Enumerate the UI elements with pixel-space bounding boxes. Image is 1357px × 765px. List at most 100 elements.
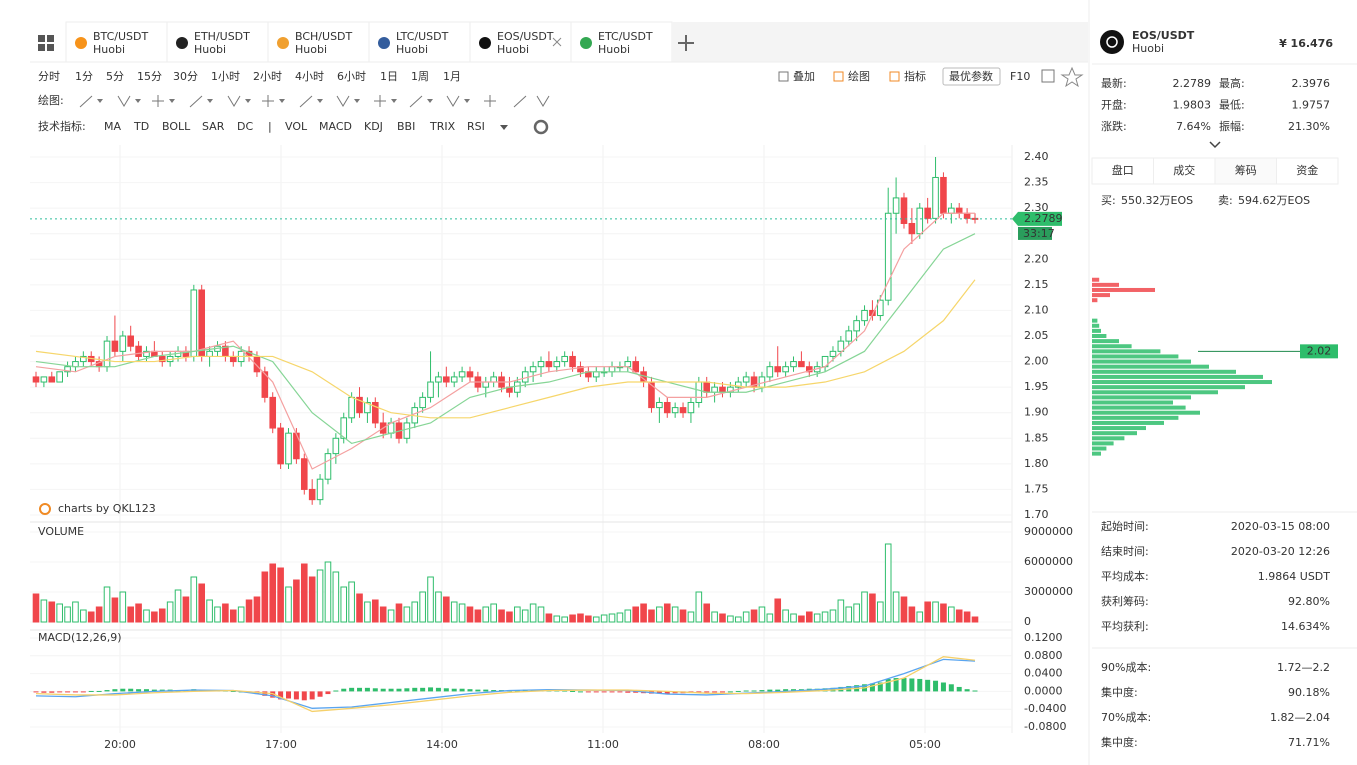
tab-symbol[interactable]: LTC/USDT xyxy=(396,30,449,43)
menu-icon[interactable] xyxy=(38,44,45,51)
chip-bar xyxy=(1092,287,1155,292)
macd-histogram-bar xyxy=(293,691,299,700)
dropdown-caret[interactable] xyxy=(135,99,141,103)
interval-button[interactable]: 1分 xyxy=(75,70,93,83)
interval-button[interactable]: 1日 xyxy=(380,70,398,83)
indicator-button[interactable]: SAR xyxy=(202,120,225,133)
indicator-label: 技术指标: xyxy=(38,119,86,133)
param-box[interactable] xyxy=(942,67,1001,86)
draw-tool[interactable] xyxy=(513,95,527,108)
indicator-button[interactable]: TRIX xyxy=(429,120,456,133)
fullscreen-icon[interactable] xyxy=(1041,69,1055,83)
macd-histogram-bar xyxy=(380,688,386,692)
dropdown-caret[interactable] xyxy=(97,99,103,103)
x-tick-label: 17:00 xyxy=(265,738,297,751)
dropdown-caret[interactable] xyxy=(354,99,360,103)
draw-tool[interactable] xyxy=(117,95,131,107)
dropdown-caret[interactable] xyxy=(245,99,251,103)
indicator-button[interactable]: DC xyxy=(237,120,253,133)
toolbar-button[interactable]: 指标 xyxy=(904,69,926,83)
panel-tab[interactable] xyxy=(1153,157,1216,185)
menu-icon[interactable] xyxy=(47,35,54,42)
panel-tab-label[interactable]: 资金 xyxy=(1296,163,1318,177)
candle-body xyxy=(261,371,269,398)
toolbar-button[interactable]: 叠加 xyxy=(793,70,815,83)
draw-tool[interactable] xyxy=(79,95,93,108)
interval-button[interactable]: 1月 xyxy=(443,70,461,83)
info-label: 结束时间: xyxy=(1101,545,1149,558)
dropdown-caret[interactable] xyxy=(279,99,285,103)
panel-tab-label[interactable]: 筹码 xyxy=(1235,163,1257,177)
tab-symbol[interactable]: ETC/USDT xyxy=(598,30,653,43)
draw-tool[interactable] xyxy=(262,95,274,107)
stat-value: 2.2789 xyxy=(1173,77,1212,90)
dropdown-caret[interactable] xyxy=(427,99,433,103)
volume-bar xyxy=(561,616,568,623)
indicator-button[interactable]: BOLL xyxy=(162,120,191,133)
indicator-button[interactable]: VOL xyxy=(285,120,308,133)
y-tick-label: -0.0800 xyxy=(1024,720,1066,733)
indicator-more[interactable] xyxy=(500,125,508,130)
tab-symbol[interactable]: BTC/USDT xyxy=(93,30,149,43)
menu-icon[interactable] xyxy=(47,44,54,51)
dropdown-caret[interactable] xyxy=(207,99,213,103)
dropdown-caret[interactable] xyxy=(464,99,470,103)
macd-histogram-bar xyxy=(933,680,939,692)
interval-button[interactable]: 1周 xyxy=(411,70,429,83)
toolbar-button[interactable]: F10 xyxy=(1010,70,1030,83)
dropdown-caret[interactable] xyxy=(391,99,397,103)
dropdown-caret[interactable] xyxy=(317,99,323,103)
macd-histogram-bar xyxy=(633,691,639,693)
interval-button[interactable]: 4小时 xyxy=(295,70,324,83)
draw-tool[interactable] xyxy=(189,95,203,108)
panel-tab[interactable] xyxy=(1091,157,1154,185)
toolbar-button[interactable]: 绘图 xyxy=(848,69,870,83)
indicator-button[interactable]: TD xyxy=(133,120,149,133)
tab-exchange: Huobi xyxy=(598,43,630,56)
draw-tool[interactable] xyxy=(152,95,164,107)
interval-button[interactable]: 分时 xyxy=(38,70,60,83)
interval-button[interactable]: 15分 xyxy=(137,70,162,83)
candle-body xyxy=(190,289,198,357)
indicator-button[interactable]: MACD xyxy=(319,120,352,133)
interval-button[interactable]: 2小时 xyxy=(253,70,282,83)
star-icon[interactable] xyxy=(1060,66,1084,88)
panel-tab-label[interactable]: 盘口 xyxy=(1112,163,1134,177)
tab-symbol[interactable]: ETH/USDT xyxy=(194,30,250,43)
indicator-button[interactable]: MA xyxy=(104,120,121,133)
panel-tab[interactable] xyxy=(1276,157,1339,185)
cost-value: 71.71% xyxy=(1288,736,1330,749)
indicator-button[interactable]: RSI xyxy=(467,120,485,133)
draw-tool[interactable] xyxy=(446,95,460,107)
macd-histogram-bar xyxy=(325,691,331,695)
indicator-button[interactable]: KDJ xyxy=(364,120,383,133)
stat-value: 2.3976 xyxy=(1292,77,1331,90)
draw-tool[interactable] xyxy=(374,95,386,107)
draw-tool[interactable] xyxy=(227,95,241,107)
volume-bar xyxy=(569,614,576,623)
draw-tool[interactable] xyxy=(409,95,423,108)
panel-tab[interactable] xyxy=(1214,157,1277,185)
draw-tool[interactable] xyxy=(536,95,550,107)
settings-icon[interactable] xyxy=(533,119,549,135)
interval-button[interactable]: 6小时 xyxy=(337,70,366,83)
dropdown-caret[interactable] xyxy=(169,99,175,103)
panel-tab-label[interactable]: 成交 xyxy=(1173,163,1195,177)
interval-button[interactable]: 30分 xyxy=(173,70,198,83)
draw-tool[interactable] xyxy=(299,95,313,108)
macd-histogram-bar xyxy=(964,689,970,692)
menu-icon[interactable] xyxy=(38,35,45,42)
expand-chevron[interactable] xyxy=(1209,141,1221,149)
draw-tool[interactable] xyxy=(336,95,350,107)
toolbar-button[interactable]: 最优参数 xyxy=(949,69,993,83)
indicator-button[interactable]: BBI xyxy=(397,120,415,133)
draw-tool[interactable] xyxy=(484,95,496,107)
tab-symbol[interactable]: BCH/USDT xyxy=(295,30,353,43)
countdown-label: 33:17 xyxy=(1023,227,1055,240)
volume-bar xyxy=(222,603,229,623)
chip-bar xyxy=(1092,339,1119,344)
volume-bar xyxy=(734,616,742,623)
interval-button[interactable]: 1小时 xyxy=(211,70,240,83)
tab-symbol[interactable]: EOS/USDT xyxy=(497,30,554,43)
interval-button[interactable]: 5分 xyxy=(106,70,124,83)
